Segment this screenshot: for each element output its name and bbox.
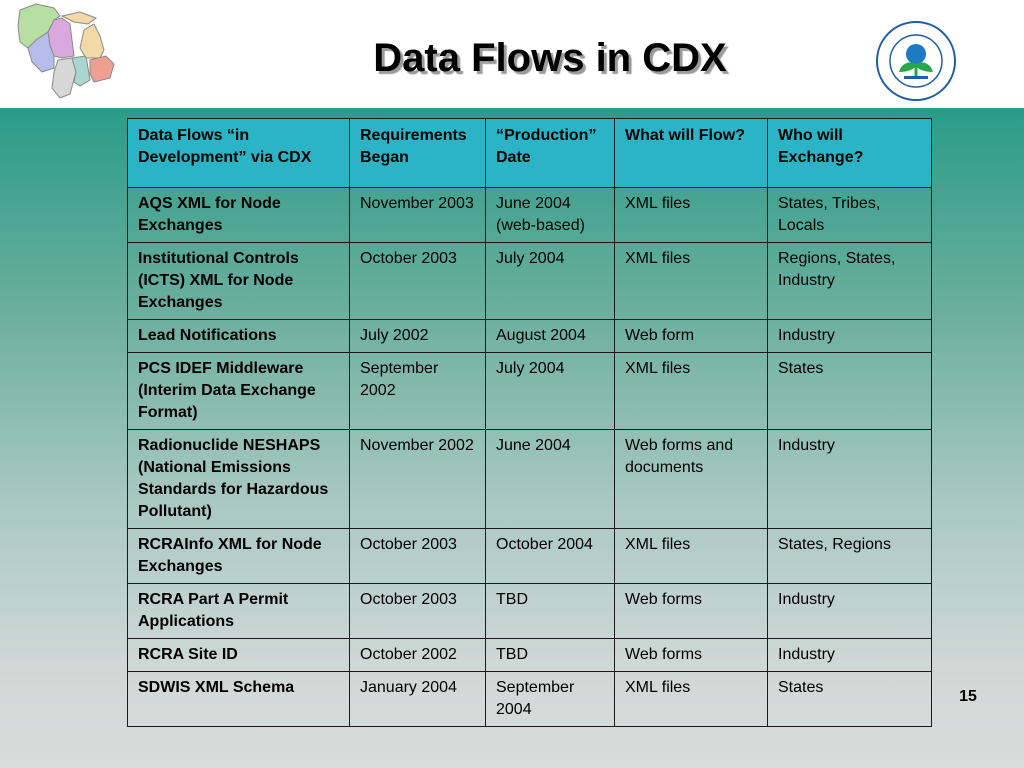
col-header-who-will-exchange: Who will Exchange?: [767, 118, 932, 188]
cell-flow-name: AQS XML for Node Exchanges: [127, 187, 350, 243]
data-flows-table: Data Flows “in Development” via CDX Requ…: [127, 118, 932, 727]
cell-who-will-exchange: States, Tribes, Locals: [767, 187, 932, 243]
table-row: PCS IDEF Middleware (Interim Data Exchan…: [127, 352, 932, 430]
table-row: AQS XML for Node Exchanges November 2003…: [127, 187, 932, 243]
cell-who-will-exchange: States, Regions: [767, 528, 932, 584]
cell-what-will-flow: XML files: [614, 528, 768, 584]
cell-requirements-began: November 2002: [349, 429, 486, 529]
slide-header: [0, 0, 1024, 108]
cell-production-date: June 2004 (web-based): [485, 187, 615, 243]
cell-production-date: August 2004: [485, 319, 615, 353]
table-row: RCRA Site ID October 2002 TBD Web forms …: [127, 638, 932, 672]
cell-production-date: TBD: [485, 638, 615, 672]
cell-flow-name: SDWIS XML Schema: [127, 671, 350, 727]
cell-requirements-began: July 2002: [349, 319, 486, 353]
slide-title: Data Flows in CDX: [373, 36, 727, 80]
table-header-row: Data Flows “in Development” via CDX Requ…: [127, 118, 932, 188]
table-row: Lead Notifications July 2002 August 2004…: [127, 319, 932, 353]
cell-production-date: TBD: [485, 583, 615, 639]
cell-who-will-exchange: Industry: [767, 429, 932, 529]
table-row: Institutional Controls (ICTS) XML for No…: [127, 242, 932, 320]
cell-requirements-began: October 2003: [349, 583, 486, 639]
cell-who-will-exchange: Industry: [767, 319, 932, 353]
cell-requirements-began: October 2003: [349, 528, 486, 584]
cell-what-will-flow: XML files: [614, 671, 768, 727]
table-row: SDWIS XML Schema January 2004 September …: [127, 671, 932, 727]
col-header-what-will-flow: What will Flow?: [614, 118, 768, 188]
cell-who-will-exchange: Industry: [767, 638, 932, 672]
cell-requirements-began: September 2002: [349, 352, 486, 430]
col-header-data-flows: Data Flows “in Development” via CDX: [127, 118, 350, 188]
table-row: RCRAInfo XML for Node Exchanges October …: [127, 528, 932, 584]
cell-requirements-began: November 2003: [349, 187, 486, 243]
table-row: Radionuclide NESHAPS (National Emissions…: [127, 429, 932, 529]
cell-requirements-began: January 2004: [349, 671, 486, 727]
page-number: 15: [959, 688, 977, 705]
cell-flow-name: RCRAInfo XML for Node Exchanges: [127, 528, 350, 584]
cell-what-will-flow: XML files: [614, 187, 768, 243]
cell-flow-name: RCRA Part A Permit Applications: [127, 583, 350, 639]
cell-production-date: July 2004: [485, 352, 615, 430]
cell-production-date: July 2004: [485, 242, 615, 320]
cell-requirements-began: October 2002: [349, 638, 486, 672]
cell-what-will-flow: Web forms: [614, 583, 768, 639]
region-map-logo: [17, 3, 115, 99]
cell-flow-name: Radionuclide NESHAPS (National Emissions…: [127, 429, 350, 529]
cell-who-will-exchange: Regions, States, Industry: [767, 242, 932, 320]
cell-who-will-exchange: States: [767, 671, 932, 727]
cell-flow-name: PCS IDEF Middleware (Interim Data Exchan…: [127, 352, 350, 430]
cell-flow-name: Lead Notifications: [127, 319, 350, 353]
cell-who-will-exchange: States: [767, 352, 932, 430]
cell-what-will-flow: Web form: [614, 319, 768, 353]
cell-flow-name: Institutional Controls (ICTS) XML for No…: [127, 242, 350, 320]
cell-who-will-exchange: Industry: [767, 583, 932, 639]
table-row: RCRA Part A Permit Applications October …: [127, 583, 932, 639]
cell-flow-name: RCRA Site ID: [127, 638, 350, 672]
cell-requirements-began: October 2003: [349, 242, 486, 320]
epa-seal-logo: [876, 21, 956, 101]
cell-what-will-flow: XML files: [614, 242, 768, 320]
cell-what-will-flow: Web forms: [614, 638, 768, 672]
cell-production-date: June 2004: [485, 429, 615, 529]
cell-production-date: October 2004: [485, 528, 615, 584]
cell-what-will-flow: Web forms and documents: [614, 429, 768, 529]
col-header-production-date: “Production” Date: [485, 118, 615, 188]
cell-production-date: September 2004: [485, 671, 615, 727]
col-header-requirements-began: Requirements Began: [349, 118, 486, 188]
cell-what-will-flow: XML files: [614, 352, 768, 430]
